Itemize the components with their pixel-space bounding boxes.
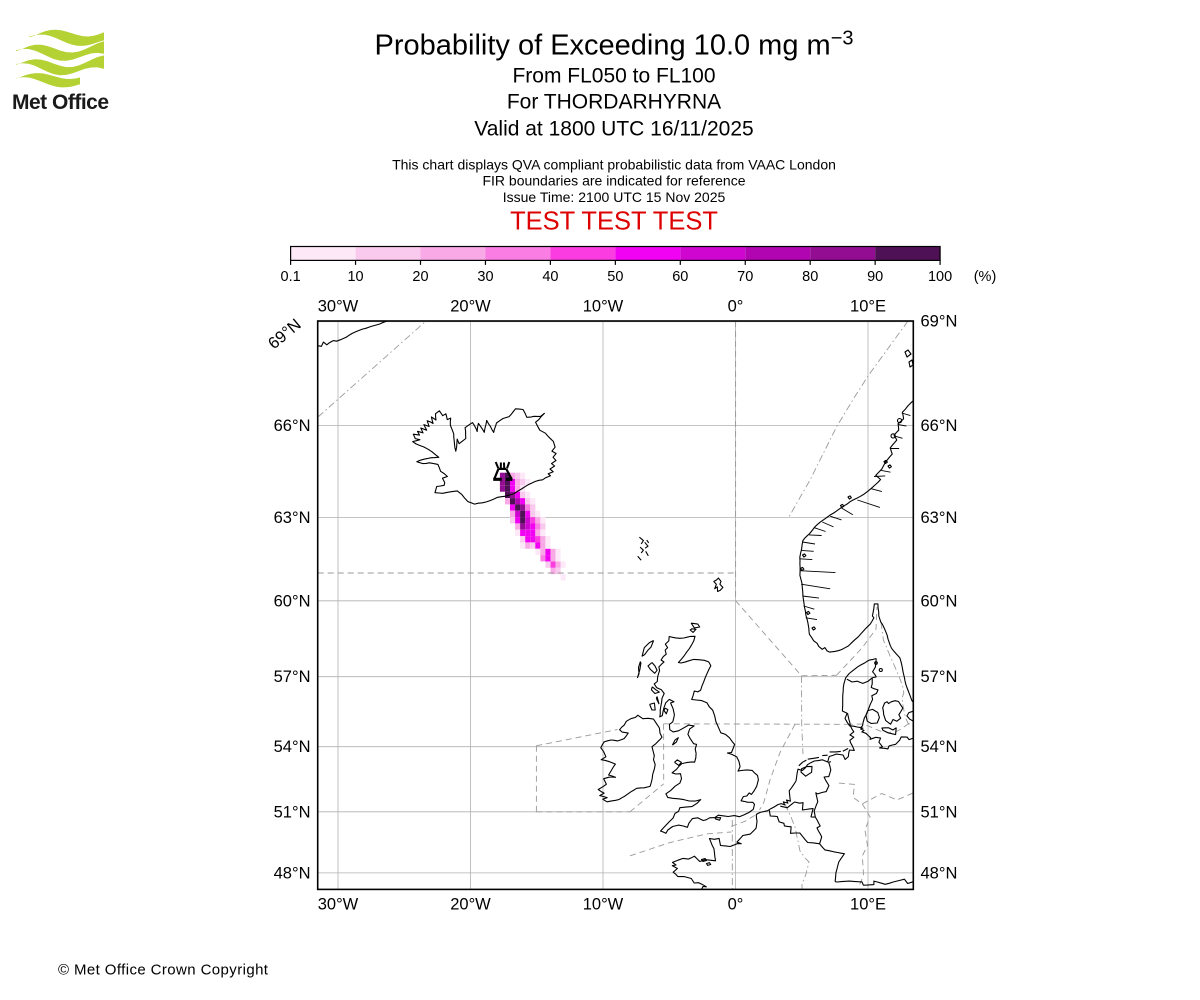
svg-text:10: 10 <box>347 269 363 285</box>
svg-text:66°N: 66°N <box>921 417 958 435</box>
svg-text:0.1: 0.1 <box>281 269 301 285</box>
svg-text:57°N: 57°N <box>921 668 958 686</box>
svg-text:54°N: 54°N <box>274 738 311 756</box>
svg-text:30: 30 <box>477 269 493 285</box>
svg-text:20°W: 20°W <box>450 896 491 914</box>
svg-text:80: 80 <box>802 269 818 285</box>
svg-text:© Met Office Crown Copyright: © Met Office Crown Copyright <box>58 962 269 979</box>
svg-text:69°N: 69°N <box>921 313 958 331</box>
svg-text:0°: 0° <box>728 298 744 316</box>
svg-text:10°W: 10°W <box>583 896 624 914</box>
svg-text:30°W: 30°W <box>318 896 359 914</box>
svg-text:48°N: 48°N <box>921 864 958 882</box>
svg-text:Probability of Exceeding 10.0: Probability of Exceeding 10.0 mg m−3 <box>375 28 854 62</box>
svg-text:20°W: 20°W <box>450 298 491 316</box>
svg-text:60: 60 <box>672 269 688 285</box>
svg-text:48°N: 48°N <box>274 864 311 882</box>
svg-text:40: 40 <box>542 269 558 285</box>
svg-text:For THORDARHYRNA: For THORDARHYRNA <box>507 91 721 114</box>
svg-text:30°W: 30°W <box>318 298 359 316</box>
svg-text:(%): (%) <box>974 269 997 285</box>
svg-text:60°N: 60°N <box>921 592 958 610</box>
svg-text:54°N: 54°N <box>921 738 958 756</box>
svg-text:51°N: 51°N <box>921 803 958 821</box>
svg-text:Valid at 1800 UTC 16/11/2025: Valid at 1800 UTC 16/11/2025 <box>474 118 753 141</box>
svg-text:90: 90 <box>867 269 883 285</box>
svg-text:50: 50 <box>607 269 623 285</box>
svg-text:66°N: 66°N <box>274 417 311 435</box>
svg-text:0°: 0° <box>728 896 744 914</box>
svg-text:57°N: 57°N <box>274 668 311 686</box>
svg-text:FIR boundaries are indicated f: FIR boundaries are indicated for referen… <box>482 172 745 188</box>
svg-text:63°N: 63°N <box>274 509 311 527</box>
svg-text:This chart displays QVA compli: This chart displays QVA compliant probab… <box>392 157 836 173</box>
svg-text:51°N: 51°N <box>274 803 311 821</box>
svg-text:10°W: 10°W <box>583 298 624 316</box>
svg-text:Issue Time: 2100 UTC 15 Nov 20: Issue Time: 2100 UTC 15 Nov 2025 <box>503 189 726 205</box>
svg-text:10°E: 10°E <box>850 896 886 914</box>
svg-text:10°E: 10°E <box>850 298 886 316</box>
svg-text:TEST TEST TEST: TEST TEST TEST <box>510 207 718 235</box>
svg-text:100: 100 <box>928 269 952 285</box>
svg-text:63°N: 63°N <box>921 509 958 527</box>
svg-text:From FL050 to FL100: From FL050 to FL100 <box>512 65 715 88</box>
svg-text:70: 70 <box>737 269 753 285</box>
svg-text:Met Office: Met Office <box>12 91 109 114</box>
svg-text:60°N: 60°N <box>274 592 311 610</box>
svg-text:20: 20 <box>412 269 428 285</box>
